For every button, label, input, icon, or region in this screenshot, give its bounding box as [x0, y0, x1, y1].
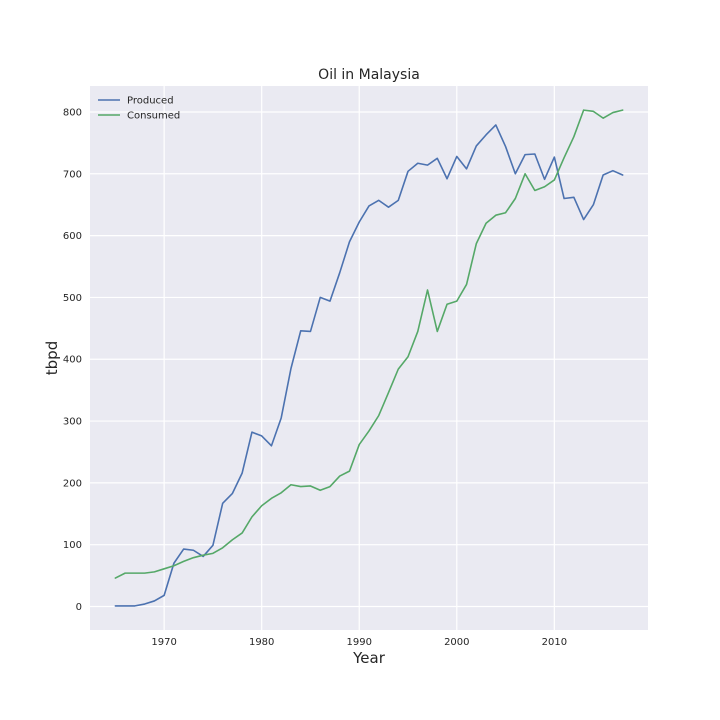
y-tick-label: 500: [63, 293, 82, 304]
plot-background: [90, 86, 648, 630]
y-tick-label: 700: [63, 169, 82, 180]
x-axis-label: Year: [352, 649, 386, 667]
y-tick-label: 600: [63, 231, 82, 242]
tick-labels: 1970 1980 1990 2000 2010 0 100 200 300 400 500 600 7…: [63, 107, 567, 648]
y-tick-label: 200: [63, 478, 82, 489]
x-tick-label: 1980: [249, 637, 274, 648]
legend: Produced Consumed: [98, 96, 180, 122]
legend-label: Consumed: [127, 111, 180, 122]
legend-label: Produced: [127, 96, 174, 107]
chart-title: Oil in Malaysia: [318, 67, 420, 83]
legend-entry-produced: Produced: [98, 96, 174, 107]
x-tick-label: 2000: [444, 637, 469, 648]
series-layer: [114, 109, 624, 607]
y-tick-label: 400: [63, 355, 82, 366]
legend-entry-consumed: Consumed: [98, 111, 180, 122]
x-tick-label: 2010: [542, 637, 567, 648]
x-tick-label: 1990: [347, 637, 372, 648]
y-axis-label: tbpd: [43, 341, 61, 375]
series-line-produced: [114, 124, 624, 607]
grid: [90, 86, 648, 630]
y-tick-label: 100: [63, 540, 82, 551]
y-tick-label: 800: [63, 107, 82, 118]
y-tick-label: 300: [63, 417, 82, 428]
x-tick-label: 1970: [151, 637, 176, 648]
y-tick-label: 0: [76, 602, 82, 613]
series-line-consumed: [114, 109, 624, 579]
